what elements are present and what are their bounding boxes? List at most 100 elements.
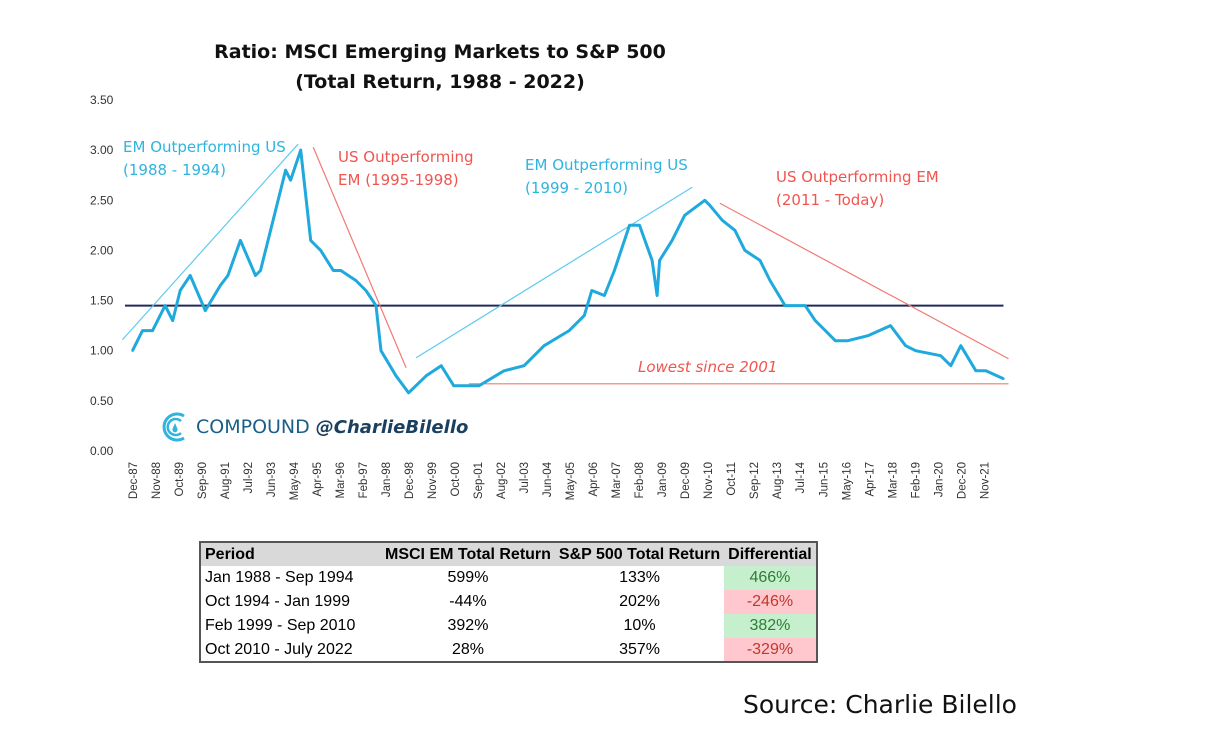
x-tick-label: Dec-20 <box>956 462 968 499</box>
annotation-line: (2011 - Today) <box>776 191 885 209</box>
data-point <box>219 284 222 287</box>
data-point <box>424 374 428 377</box>
annotation-line: (1988 - 1994) <box>123 161 227 179</box>
y-tick-label: 0.50 <box>90 394 114 408</box>
y-tick-label: 3.50 <box>90 93 114 107</box>
x-tick-label: May-94 <box>289 461 301 500</box>
table-row: Feb 1999 - Sep 2010 392% 10% 382% <box>200 614 817 638</box>
annotation-lowest-since-2001: Lowest since 2001 <box>638 358 778 376</box>
x-tick-label: Jan-09 <box>657 462 669 497</box>
data-point <box>522 364 526 367</box>
data-point <box>259 269 262 272</box>
data-point <box>949 364 952 367</box>
data-point <box>658 259 661 262</box>
data-point <box>204 309 207 312</box>
logo-handle: @CharlieBilello <box>315 416 469 438</box>
x-tick-label: Mar-96 <box>335 462 347 498</box>
data-point <box>638 224 641 227</box>
x-tick-label: Nov-10 <box>703 462 715 499</box>
x-tick-label: Nov-99 <box>427 462 439 499</box>
returns-table: Period MSCI EM Total Return S&P 500 Tota… <box>199 541 818 663</box>
y-tick-label: 2.50 <box>90 193 114 207</box>
period-cell: Feb 1999 - Sep 2010 <box>205 617 356 634</box>
data-point <box>974 369 978 372</box>
header-sp500: S&P 500 Total Return <box>554 542 725 566</box>
x-tick-label: Jun-04 <box>542 461 554 497</box>
data-point <box>542 344 546 347</box>
x-tick-label: Apr-95 <box>312 462 324 497</box>
data-point <box>939 354 942 357</box>
data-point <box>803 304 807 307</box>
y-tick-label: 1.00 <box>90 344 114 358</box>
period-cell: Jan 1988 - Sep 1994 <box>205 569 354 586</box>
data-point <box>814 319 817 322</box>
data-point <box>151 329 154 332</box>
annotation-line: (1999 - 2010) <box>525 179 629 197</box>
x-tick-label: Mar-18 <box>887 462 899 498</box>
reference-line-em-trend-1999-2010 <box>415 186 693 359</box>
annotation-em-1999-2010: EM Outperforming US (1999 - 2010) <box>525 154 688 200</box>
period-cell: Oct 2010 - July 2022 <box>205 640 353 658</box>
data-point <box>768 279 772 282</box>
annotation-em-1988-1994: EM Outperforming US (1988 - 1994) <box>123 136 286 182</box>
data-point <box>590 289 594 292</box>
x-tick-label: Aug-91 <box>220 462 232 499</box>
msci-em-cell: 392% <box>447 617 489 634</box>
annotation-line: EM Outperforming US <box>525 156 688 174</box>
data-point <box>271 219 275 222</box>
data-point <box>655 294 659 297</box>
x-tick-label: Oct-11 <box>726 462 738 496</box>
data-point <box>394 374 398 377</box>
data-point <box>171 319 174 322</box>
data-point <box>866 334 870 337</box>
x-tick-label: Sep-12 <box>749 462 761 499</box>
x-tick-label: Dec-98 <box>404 462 416 499</box>
x-tick-label: Apr-17 <box>864 462 876 497</box>
x-tick-label: Jun-93 <box>266 462 278 497</box>
table-row: Jan 1988 - Sep 1994 599% 133% 466% <box>200 566 817 590</box>
data-point <box>309 239 312 242</box>
annotation-us-2011-today: US Outperforming EM (2011 - Today) <box>776 166 939 212</box>
header-differential: Differential <box>724 542 817 566</box>
x-tick-label: Feb-97 <box>358 462 370 498</box>
differential-cell: -246% <box>724 590 817 614</box>
data-point <box>846 339 850 342</box>
table-row: Oct 2010 - July 2022 28% 357% -329% <box>200 638 817 662</box>
sp500-cell: 133% <box>619 569 660 586</box>
y-tick-label: 3.00 <box>90 143 114 157</box>
data-point <box>239 239 242 242</box>
data-point <box>354 279 358 282</box>
table-row: Oct 1994 - Jan 1999 -44% 202% -246% <box>200 590 817 614</box>
data-point <box>178 289 182 292</box>
chart-title: Ratio: MSCI Emerging Markets to S&P 500 <box>214 41 666 63</box>
x-tick-label: Oct-00 <box>450 462 462 497</box>
data-point <box>339 269 343 272</box>
data-point <box>364 289 368 292</box>
x-tick-label: May-16 <box>841 462 853 500</box>
sp500-cell: 10% <box>623 617 656 634</box>
x-tick-label: Sep-01 <box>473 462 485 499</box>
data-point <box>299 148 302 152</box>
header-msci-em: MSCI EM Total Return <box>381 542 555 566</box>
logo-brand: COMPOUND <box>196 416 310 438</box>
data-point <box>824 329 827 332</box>
data-point <box>452 384 455 388</box>
data-point <box>407 391 410 395</box>
data-point <box>628 224 631 227</box>
data-point <box>189 274 192 277</box>
msci-em-cell: -44% <box>449 593 487 610</box>
data-point <box>379 349 383 352</box>
x-tick-label: Dec-87 <box>128 462 140 499</box>
data-point <box>733 229 737 232</box>
data-point <box>502 369 506 372</box>
annotation-us-1995-1998: US Outperforming EM (1995-1998) <box>338 146 474 192</box>
x-tick-label: Aug-02 <box>496 462 508 499</box>
data-point <box>683 214 686 217</box>
data-point <box>650 259 654 262</box>
x-tick-label: May-05 <box>565 462 577 500</box>
data-point <box>703 199 706 202</box>
data-point <box>603 294 606 297</box>
data-point <box>163 304 167 307</box>
data-point <box>721 219 724 222</box>
source-credit: Source: Charlie Bilello <box>743 690 1017 719</box>
